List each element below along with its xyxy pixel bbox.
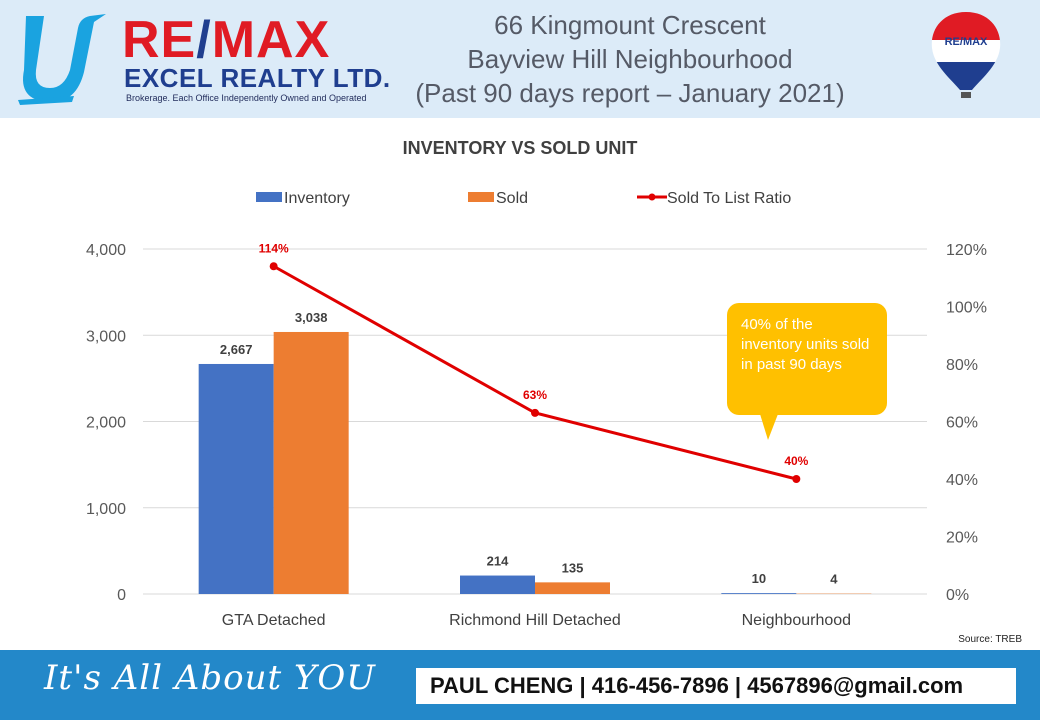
bar-inventory bbox=[198, 363, 274, 594]
ratio-line-path bbox=[272, 264, 797, 481]
bar-inventory bbox=[721, 593, 797, 594]
y-tick-label: 1,000 bbox=[86, 501, 126, 518]
excel-realty-label: EXCEL REALTY LTD. bbox=[124, 63, 391, 93]
annotation-callout-tail bbox=[760, 414, 778, 440]
bar-sold bbox=[535, 582, 610, 594]
bar-data-labels: 2,667 3,038 214 135 10 4 bbox=[220, 310, 838, 587]
title-line-2: Bayview Hill Neighbourhood bbox=[467, 44, 793, 74]
report-title: 66 Kingmount Crescent Bayview Hill Neigh… bbox=[370, 8, 890, 110]
remax-balloon-icon: RE/MAX bbox=[931, 12, 1001, 98]
y-tick-label: 2,000 bbox=[86, 415, 126, 432]
ratio-point bbox=[269, 262, 278, 271]
legend-swatch-inventory bbox=[256, 192, 282, 202]
bar-inventory bbox=[460, 575, 535, 594]
x-axis: GTA Detached Richmond Hill Detached Neighb… bbox=[222, 612, 851, 629]
bar-label-inventory: 10 bbox=[752, 571, 766, 586]
x-tick-label: Neighbourhood bbox=[742, 612, 851, 629]
y2-tick-label: 60% bbox=[946, 415, 978, 432]
y2-tick-label: 40% bbox=[946, 472, 978, 489]
legend-label-ratio: Sold To List Ratio bbox=[667, 190, 791, 207]
legend-marker-ratio bbox=[648, 193, 656, 201]
y-axis-left: 0 1,000 2,000 3,000 4,000 bbox=[86, 242, 126, 604]
y2-tick-label: 80% bbox=[946, 357, 978, 374]
ratio-point bbox=[792, 475, 801, 483]
legend-label-sold: Sold bbox=[496, 190, 528, 207]
bar-label-inventory: 214 bbox=[487, 554, 509, 569]
u-logo-icon bbox=[18, 14, 106, 105]
legend-label-inventory: Inventory bbox=[284, 190, 350, 207]
bar-label-inventory: 2,667 bbox=[220, 342, 253, 357]
header-banner: RE/MAX EXCEL REALTY LTD. Brokerage. Each… bbox=[0, 0, 1040, 118]
svg-text:RE/MAX: RE/MAX bbox=[945, 36, 988, 48]
y2-tick-label: 0% bbox=[946, 587, 969, 604]
contact-info: PAUL CHENG | 416-456-7896 | 4567896@gmai… bbox=[416, 668, 1016, 704]
inventory-sold-chart: INVENTORY VS SOLD UNIT Inventory Sold So… bbox=[86, 138, 987, 629]
y2-tick-label: 120% bbox=[946, 242, 987, 259]
y2-tick-label: 100% bbox=[946, 300, 987, 317]
annotation-callout: 40% of the inventory units sold in past … bbox=[727, 303, 887, 415]
y-tick-label: 4,000 bbox=[86, 242, 126, 259]
ratio-label: 40% bbox=[784, 454, 808, 468]
x-tick-label: Richmond Hill Detached bbox=[449, 612, 621, 629]
bar-label-sold: 3,038 bbox=[295, 310, 328, 325]
source-note: Source: TREB bbox=[958, 634, 1022, 645]
title-line-3: (Past 90 days report – January 2021) bbox=[415, 78, 845, 108]
y2-tick-label: 20% bbox=[946, 530, 978, 547]
bar-sold bbox=[273, 331, 349, 594]
slogan: It's All About YOU bbox=[44, 658, 376, 698]
title-line-1: 66 Kingmount Crescent bbox=[494, 10, 766, 40]
remax-wordmark: RE/MAX bbox=[122, 11, 331, 69]
footer-banner: It's All About YOU PAUL CHENG | 416-456-… bbox=[0, 650, 1040, 720]
bar-label-sold: 135 bbox=[562, 560, 584, 575]
ratio-line: 114% 63% 40% bbox=[259, 241, 809, 483]
chart-legend: Inventory Sold Sold To List Ratio bbox=[256, 190, 791, 207]
ratio-label: 63% bbox=[523, 388, 547, 402]
ratio-point bbox=[531, 408, 539, 417]
y-axis-right: 0% 20% 40% 60% 80% 100% 120% bbox=[946, 242, 987, 604]
y-tick-label: 0 bbox=[117, 587, 126, 604]
x-tick-label: GTA Detached bbox=[222, 612, 326, 629]
brokerage-tagline: Brokerage. Each Office Independently Own… bbox=[126, 93, 367, 103]
chart-title: INVENTORY VS SOLD UNIT bbox=[403, 138, 638, 158]
y-tick-label: 3,000 bbox=[86, 328, 126, 345]
legend-swatch-sold bbox=[468, 192, 494, 202]
ratio-label: 114% bbox=[259, 241, 289, 255]
bar-label-sold: 4 bbox=[830, 572, 838, 587]
chart-bars bbox=[198, 331, 872, 594]
